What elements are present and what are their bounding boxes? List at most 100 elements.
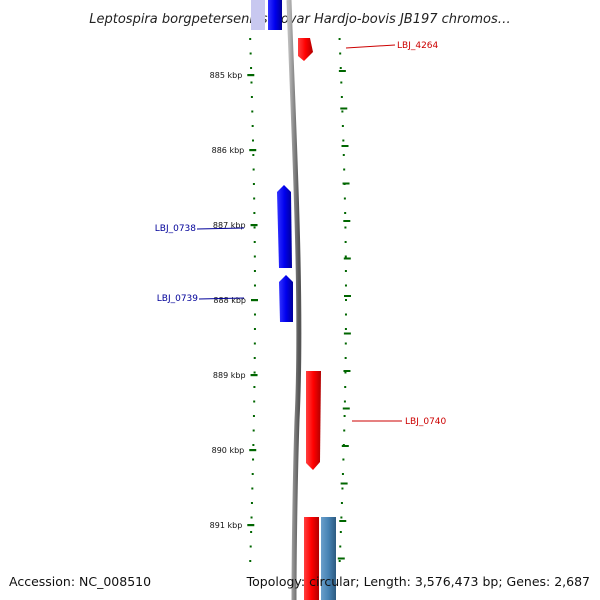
ruler-dot (250, 531, 253, 533)
kbp-tick-marks (247, 74, 258, 527)
ruler-dot (339, 531, 342, 533)
ruler-dot (338, 38, 341, 40)
gene-label-LBJ_0738[interactable]: LBJ_0738 (155, 224, 197, 234)
ruler-dot (339, 67, 342, 69)
outer-tick-dash (338, 70, 346, 72)
ruler-dot (253, 313, 256, 316)
ruler-dot (343, 168, 346, 171)
gene-label-LBJ_4264[interactable]: LBJ_4264 (397, 41, 439, 51)
kbp-tick (251, 299, 258, 302)
ruler-dot (343, 429, 346, 432)
kbp-tick-label: 886 kbp (212, 146, 245, 155)
ruler-dot (344, 270, 347, 272)
ruler-dot (343, 415, 346, 417)
chromosome-backbone (286, 0, 302, 600)
ruler-dot (339, 545, 342, 548)
kbp-tick (247, 74, 255, 77)
reverse-gene-top-partial (268, 0, 282, 30)
ruler-dot (344, 313, 347, 316)
ruler-dot (250, 516, 253, 519)
ruler-dot (253, 284, 256, 287)
ruler-dot (253, 328, 256, 330)
outer-tick-dash (339, 520, 347, 522)
kbp-tick (250, 374, 258, 377)
gene-label-LBJ_0740[interactable]: LBJ_0740 (405, 417, 447, 427)
outer-tick-dash (342, 182, 350, 185)
ruler-dot (344, 299, 347, 301)
feature-steelblue-bottom-partial[interactable] (321, 517, 336, 600)
ruler-dot (253, 386, 256, 388)
outer-tick-dash (341, 445, 349, 447)
gene-LBJ_0740[interactable] (306, 371, 321, 470)
kbp-tick-label: 891 kbp (210, 521, 243, 530)
ruler-dot (342, 458, 345, 461)
outer-tick-dash (340, 482, 348, 485)
gene-label-leader-LBJ_0738 (196, 227, 245, 230)
ruler-dot (253, 270, 256, 272)
ruler-dot (253, 342, 256, 345)
gene-LBJ_0738[interactable] (277, 185, 292, 268)
kbp-tick-label: 889 kbp (213, 371, 246, 380)
ruler-dot (344, 328, 347, 330)
outer-tick-dash (343, 220, 351, 222)
ruler-dot (251, 125, 254, 127)
ruler-dot (250, 67, 253, 69)
ruler-dot (343, 400, 346, 403)
ruler-dot (344, 342, 347, 345)
reverse-gene-top-partial (251, 0, 265, 30)
ruler-dot (253, 371, 256, 374)
ruler-dot (341, 473, 344, 475)
ruler-dot (344, 386, 347, 388)
kbp-tick (247, 524, 255, 527)
ruler-dot (344, 226, 347, 229)
gene-label-leader-LBJ_4264 (345, 44, 396, 49)
ruler-dot (250, 96, 253, 98)
kbp-tick-label: 888 kbp (213, 296, 246, 305)
outer-tick-dash (342, 407, 350, 410)
ruler-dot (249, 560, 252, 562)
gene-LBJ_0739[interactable] (279, 275, 293, 322)
gene-LBJ_4264[interactable] (298, 38, 313, 61)
ruler-dot (249, 38, 252, 40)
outer-tick-dash (343, 257, 351, 260)
ruler-dot (343, 197, 346, 200)
ruler-dot (253, 357, 256, 359)
ruler-dot (252, 458, 255, 461)
ruler-dot (251, 473, 254, 475)
ruler-dot (253, 241, 256, 243)
kbp-tick (250, 224, 258, 227)
outer-tick-dash (343, 332, 351, 335)
accession-text: Accession: NC_008510 (9, 574, 151, 589)
ruler-dot (252, 168, 255, 171)
ruler-dot (252, 154, 255, 156)
ruler-dot (253, 212, 256, 214)
ruler-dot (344, 284, 347, 287)
ruler-dot (251, 487, 254, 490)
ruler-dot (249, 52, 252, 55)
ruler-dot (252, 139, 255, 142)
kbp-tick-label: 890 kbp (212, 446, 245, 455)
ruler-dot (338, 560, 341, 562)
ruler-dot (252, 444, 255, 446)
kbp-tick-label: 885 kbp (210, 71, 243, 80)
ruler-dot (340, 81, 343, 84)
ruler-dot (341, 487, 344, 490)
ruler-dot (344, 357, 347, 359)
ruler-dot (249, 545, 252, 548)
ruler-dot (253, 197, 256, 200)
ruler-dot (341, 110, 344, 113)
forward-gene-bottom-partial[interactable] (304, 517, 319, 600)
kbp-tick (249, 149, 257, 152)
ruler-dot (250, 81, 253, 84)
ruler-dot (252, 429, 255, 432)
ruler-dot (342, 154, 345, 156)
outer-tick-dash (341, 145, 349, 147)
inner-dotted-ruler (249, 38, 256, 562)
ruler-dot (344, 241, 347, 243)
ruler-dot (252, 415, 255, 417)
ruler-dot (341, 125, 344, 127)
ruler-dot (253, 226, 256, 229)
gene-label-LBJ_0739[interactable]: LBJ_0739 (157, 294, 199, 304)
gene-label-leader-LBJ_0739 (198, 297, 245, 300)
